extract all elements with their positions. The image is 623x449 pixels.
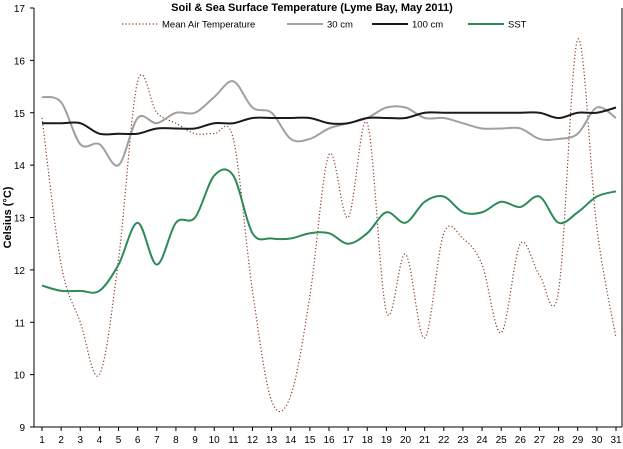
x-tick-label: 13 <box>266 435 278 446</box>
x-tick-label: 2 <box>58 435 64 446</box>
x-tick-label: 19 <box>381 435 393 446</box>
x-tick-label: 28 <box>553 435 565 446</box>
x-tick-label: 22 <box>438 435 450 446</box>
series-line-sst <box>41 168 617 294</box>
legend-label: 100 cm <box>412 20 443 31</box>
y-tick-label: 16 <box>14 56 26 67</box>
x-tick-label: 14 <box>285 435 297 446</box>
y-tick-label: 9 <box>19 423 25 434</box>
x-tick-label: 3 <box>77 435 83 446</box>
x-tick-label: 29 <box>572 435 584 446</box>
x-tick-label: 26 <box>515 435 527 446</box>
x-tick-label: 24 <box>477 435 489 446</box>
x-tick-label: 31 <box>610 435 622 446</box>
x-tick-label: 11 <box>228 435 239 446</box>
series-line-mean-air-temperature <box>41 38 617 413</box>
x-tick-label: 17 <box>343 435 355 446</box>
y-tick-label: 13 <box>14 214 26 225</box>
chart-title: Soil & Sea Surface Temperature (Lyme Bay… <box>171 2 453 14</box>
y-axis-label: Celsius (°C) <box>2 186 14 248</box>
legend-label: Mean Air Temperature <box>162 20 255 31</box>
x-tick-label: 18 <box>362 435 374 446</box>
legend-label: SST <box>508 20 527 31</box>
x-tick-label: 27 <box>534 435 546 446</box>
series-line-100-cm <box>41 106 617 136</box>
x-tick-label: 4 <box>97 435 103 446</box>
x-tick-label: 7 <box>154 435 160 446</box>
y-tick-label: 17 <box>14 4 26 15</box>
x-tick-label: 16 <box>323 435 335 446</box>
x-tick-label: 23 <box>457 435 469 446</box>
x-tick-label: 21 <box>419 435 431 446</box>
y-tick-label: 11 <box>15 318 26 329</box>
series-layer <box>41 38 617 413</box>
x-tick-label: 20 <box>400 435 412 446</box>
x-tick-label: 5 <box>116 435 122 446</box>
x-tick-label: 8 <box>173 435 179 446</box>
x-tick-label: 1 <box>39 435 45 446</box>
x-tick-label: 9 <box>192 435 198 446</box>
legend-label: 30 cm <box>327 20 353 31</box>
series-line-30-cm <box>41 80 617 167</box>
y-tick-label: 12 <box>14 266 26 277</box>
x-tick-label: 12 <box>247 435 259 446</box>
y-tick-label: 15 <box>14 109 26 120</box>
x-tick-label: 10 <box>209 435 221 446</box>
x-tick-label: 15 <box>304 435 316 446</box>
legend: Mean Air Temperature 30 cm 100 cm SST <box>122 20 527 31</box>
y-tick-label: 14 <box>14 161 26 172</box>
x-tick-label: 30 <box>591 435 603 446</box>
x-tick-label: 25 <box>496 435 508 446</box>
x-tick-label: 6 <box>135 435 141 446</box>
y-tick-label: 10 <box>14 371 26 382</box>
